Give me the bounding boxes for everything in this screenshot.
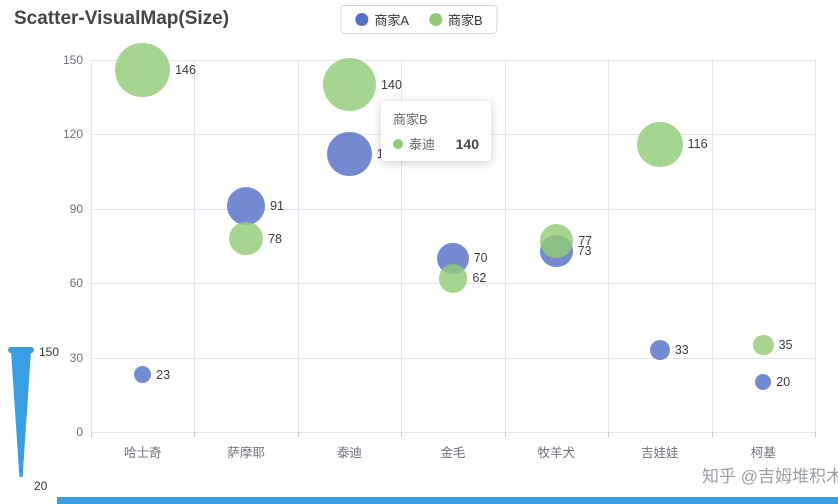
bottom-bar — [57, 497, 838, 504]
legend-dot-seller-b-icon — [429, 13, 442, 26]
scatter-bubble-商家A-吉娃娃[interactable] — [649, 340, 670, 361]
bubble-value-label: 91 — [270, 199, 284, 214]
watermark: 知乎 @吉姆堆积木 — [702, 467, 838, 486]
x-axis-tick — [297, 432, 299, 437]
bubble-value-label: 73 — [577, 243, 592, 258]
legend-item-seller-a[interactable]: 商家A — [355, 10, 409, 29]
x-axis-category-label: 吉娃娃 — [641, 446, 679, 460]
visual-map-handle[interactable] — [8, 347, 34, 353]
gridline-horizontal — [91, 60, 815, 61]
x-axis-category-label: 柯基 — [750, 446, 776, 460]
x-axis-tick — [608, 432, 610, 437]
scatter-bubble-商家B-金毛[interactable] — [438, 263, 468, 293]
x-axis-tick — [401, 432, 403, 437]
scatter-bubble-商家A-萨摩耶[interactable] — [227, 187, 266, 226]
y-axis-tick-label: 60 — [69, 276, 83, 291]
legend-dot-seller-a-icon — [355, 13, 369, 26]
x-axis-tick — [711, 432, 713, 437]
bubble-value-label: 33 — [674, 343, 689, 358]
tooltip-series-dot-icon — [393, 138, 403, 149]
visual-map-max-label: 150 — [39, 345, 60, 359]
y-axis-tick-label: 150 — [62, 53, 83, 67]
tooltip-row: 泰迪 140 — [393, 134, 479, 153]
bubble-value-label: 77 — [578, 234, 593, 249]
legend-item-seller-b[interactable]: 商家B — [429, 10, 483, 29]
x-axis-tick — [91, 432, 92, 437]
gridline-vertical — [815, 60, 816, 432]
x-axis-tick — [194, 432, 196, 437]
tooltip: 商家B 泰迪 140 — [381, 101, 491, 161]
scatter-bubble-商家A-柯基[interactable] — [755, 374, 772, 391]
gridline-vertical — [608, 60, 610, 432]
bubble-value-label: 20 — [776, 375, 791, 390]
bubble-value-label: 62 — [472, 271, 487, 286]
gridline-vertical — [504, 60, 506, 432]
scatter-bubble-商家B-吉娃娃[interactable] — [637, 121, 683, 168]
legend-label: 商家B — [448, 13, 483, 28]
tooltip-item-value: 140 — [455, 135, 479, 152]
gridline-vertical — [91, 60, 92, 432]
x-axis-tick — [504, 432, 506, 437]
x-axis-category-label: 泰迪 — [337, 446, 363, 460]
y-axis-tick-label: 90 — [69, 201, 83, 216]
visual-map-min-label: 20 — [34, 479, 48, 493]
x-axis-category-label: 牧羊犬 — [537, 446, 576, 460]
scatter-bubble-商家B-哈士奇[interactable] — [115, 42, 171, 98]
tooltip-item-label: 泰迪 — [409, 137, 436, 152]
scatter-bubble-商家B-萨摩耶[interactable] — [229, 221, 264, 256]
x-axis-category-label: 萨摩耶 — [227, 446, 265, 460]
scatter-bubble-商家B-柯基[interactable] — [752, 334, 774, 356]
legend-label: 商家A — [374, 13, 409, 28]
scatter-bubble-商家A-泰迪[interactable] — [327, 132, 372, 177]
gridline-vertical — [194, 60, 196, 432]
scatter-bubble-商家B-牧羊犬[interactable] — [539, 224, 574, 258]
gridline-vertical — [711, 60, 713, 432]
gridline-horizontal — [91, 432, 815, 433]
x-axis-tick — [815, 432, 816, 437]
legend: 商家A 商家B — [340, 5, 498, 34]
y-axis-tick-label: 0 — [76, 425, 83, 439]
y-axis-tick-label: 30 — [69, 350, 83, 365]
bubble-value-label: 35 — [778, 338, 793, 353]
x-axis-category-label: 哈士奇 — [123, 446, 162, 460]
bubble-value-label: 78 — [268, 231, 282, 246]
gridline-vertical — [401, 60, 403, 432]
bubble-value-label: 70 — [473, 251, 488, 266]
visual-map-funnel-icon — [11, 351, 31, 477]
x-axis-category-label: 金毛 — [440, 446, 466, 460]
bubble-value-label: 140 — [381, 77, 402, 92]
gridline-horizontal — [91, 357, 815, 359]
bubble-value-label: 23 — [156, 367, 171, 382]
scatter-bubble-商家B-泰迪[interactable] — [323, 58, 377, 112]
chart-title: Scatter-VisualMap(Size) — [14, 8, 230, 29]
bubble-value-label: 116 — [687, 137, 708, 152]
y-axis-tick-label: 120 — [62, 127, 83, 142]
tooltip-series-name: 商家B — [393, 112, 428, 127]
gridline-horizontal — [91, 208, 815, 210]
gridline-vertical — [297, 60, 299, 432]
bubble-value-label: 146 — [175, 62, 196, 77]
scatter-bubble-商家A-哈士奇[interactable] — [134, 366, 152, 384]
